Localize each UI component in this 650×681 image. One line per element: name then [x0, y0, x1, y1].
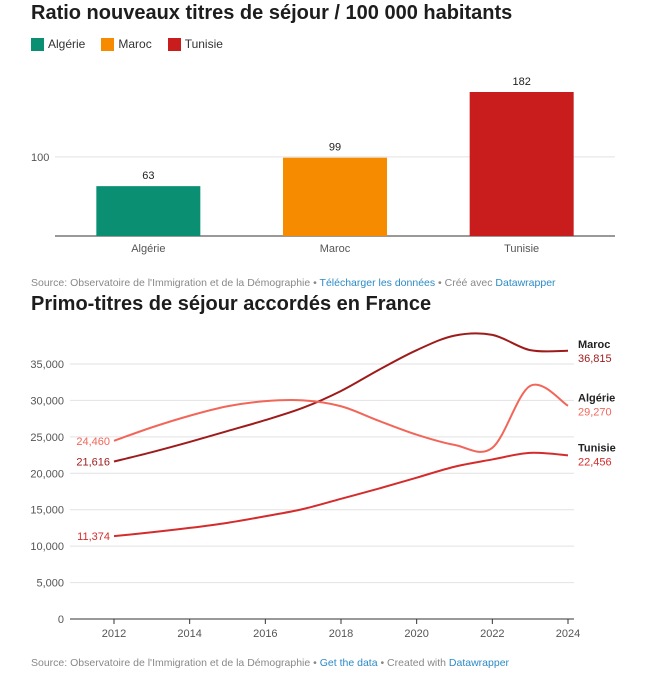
legend-label-maroc: Maroc: [118, 37, 152, 51]
line-y-tick-label: 0: [58, 614, 64, 626]
start-value-algerie: 24,460: [76, 436, 110, 448]
bar-source-note: Source: Observatoire de l'Immigration et…: [31, 277, 556, 289]
series-name-algerie: Algérie: [578, 393, 615, 405]
download-data-link[interactable]: Télécharger les données: [319, 277, 436, 289]
bar-algerie: [96, 186, 201, 236]
line-y-tick-label: 35,000: [30, 359, 64, 371]
datawrapper-link-2[interactable]: Datawrapper: [448, 657, 510, 669]
bar-value-tunisie: 182: [512, 76, 530, 88]
series-name-tunisie: Tunisie: [578, 442, 616, 454]
line-chart: 0 5,000 10,000 15,000 20,000 25,000 30,000 35,0…: [30, 332, 616, 640]
start-value-maroc: 21,616: [76, 457, 110, 469]
start-value-tunisie: 11,374: [77, 531, 110, 543]
line-y-tick-label: 10,000: [30, 541, 64, 553]
bar-chart: 100 63 Algérie 99 Maroc 182 Tunisie: [31, 76, 615, 255]
bar-value-algerie: 63: [142, 170, 154, 182]
bar-chart-title: Ratio nouveaux titres de séjour / 100 00…: [31, 2, 513, 24]
line-series-maroc: [113, 332, 569, 463]
line-series-algerie: [113, 383, 569, 453]
bar-source-created: • Créé avec: [435, 277, 496, 289]
bar-legend: Algérie Maroc Tunisie: [31, 37, 239, 51]
line-y-tick-label: 30,000: [30, 395, 64, 407]
datawrapper-link-1[interactable]: Datawrapper: [495, 277, 556, 289]
line-x-tick-label: 2020: [404, 628, 428, 640]
end-value-tunisie: 22,456: [578, 456, 612, 468]
legend-swatch-algerie: [31, 37, 44, 51]
end-value-maroc: 36,815: [578, 353, 612, 365]
line-x-tick-label: 2022: [480, 628, 504, 640]
bar-y-tick-label: 100: [31, 152, 49, 164]
line-x-tick-label: 2016: [253, 628, 277, 640]
bar-x-label-tunisie: Tunisie: [504, 243, 539, 255]
line-x-tick-label: 2014: [177, 628, 201, 640]
line-source-text: Source: Observatoire de l'Immigration et…: [31, 657, 320, 669]
bar-tunisie: [469, 92, 574, 236]
get-data-link[interactable]: Get the data: [319, 657, 378, 669]
line-x-tick-label: 2024: [556, 628, 580, 640]
line-x-tick-label: 2012: [102, 628, 126, 640]
legend-item-algerie: Algérie: [31, 37, 85, 51]
legend-label-algerie: Algérie: [48, 37, 86, 51]
legend-item-maroc: Maroc: [101, 37, 152, 51]
bar-source-text: Source: Observatoire de l'Immigration et…: [31, 277, 320, 289]
line-y-tick-label: 20,000: [30, 468, 64, 480]
line-series-tunisie: [113, 451, 569, 538]
line-y-tick-label: 5,000: [36, 578, 64, 590]
bar-x-label-maroc: Maroc: [320, 243, 351, 255]
line-source-created: • Created with: [377, 657, 449, 669]
series-name-maroc: Maroc: [578, 339, 610, 351]
legend-label-tunisie: Tunisie: [184, 37, 223, 51]
legend-item-tunisie: Tunisie: [167, 37, 223, 51]
line-x-tick-label: 2018: [329, 628, 353, 640]
bar-value-maroc: 99: [329, 142, 341, 154]
line-source-note: Source: Observatoire de l'Immigration et…: [31, 657, 509, 669]
line-y-tick-label: 25,000: [30, 432, 64, 444]
line-y-tick-label: 15,000: [30, 505, 64, 517]
bar-maroc: [283, 157, 387, 236]
bar-x-label-algerie: Algérie: [131, 243, 165, 255]
legend-swatch-maroc: [101, 37, 115, 51]
end-value-algerie: 29,270: [578, 407, 612, 419]
line-chart-title: Primo-titres de séjour accordés en Franc…: [31, 293, 432, 315]
legend-swatch-tunisie: [167, 37, 181, 51]
